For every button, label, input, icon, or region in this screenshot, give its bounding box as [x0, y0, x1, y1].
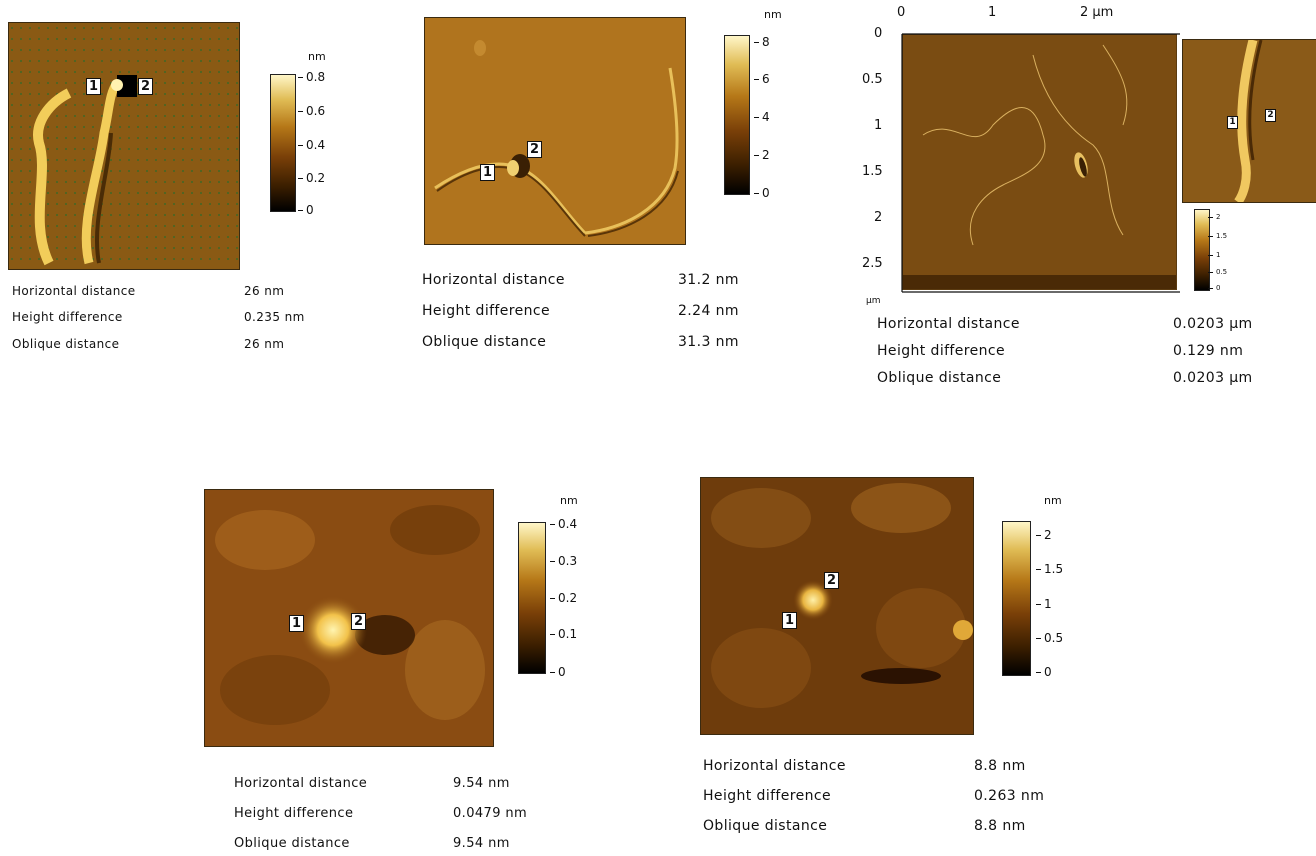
colorbar-tick: 1: [1036, 597, 1052, 611]
colorbar-1: [270, 74, 296, 212]
measurement-value: 9.54 nm: [453, 836, 510, 851]
colorbar-tick: 8: [754, 35, 770, 49]
x-axis-tick: 0: [897, 5, 906, 20]
measurement-value: 31.2 nm: [678, 272, 739, 288]
afm-inset-image: [1182, 39, 1316, 203]
colorbar-tick: 0: [1036, 665, 1052, 679]
colorbar-tick: 0: [550, 665, 566, 679]
marker-2: 2: [1265, 109, 1276, 122]
measurement-label: Height difference: [12, 310, 123, 324]
colorbar-tick: 0.8: [297, 70, 326, 84]
measurement-value: 0.129 nm: [1173, 343, 1244, 359]
y-axis-tick: 0: [874, 26, 883, 41]
colorbar-tick: 0.5: [1035, 631, 1064, 645]
marker-2: 2: [824, 572, 839, 589]
marker-2: 2: [138, 78, 153, 95]
colorbar-5: [1002, 521, 1031, 676]
colorbar-tick: 0.6: [297, 104, 326, 118]
y-axis-tick: 0.5: [862, 72, 883, 87]
colorbar-tick: 0.5: [1207, 268, 1228, 276]
measurement-value: 26 nm: [244, 337, 285, 351]
colorbar-tick: 1.5: [1207, 232, 1228, 240]
marker-1: 1: [1227, 116, 1238, 129]
colorbar-tick: 0.1: [549, 627, 578, 641]
colorbar-unit: nm: [560, 494, 578, 507]
measurement-label: Height difference: [877, 343, 1006, 359]
colorbar-tick: 0: [298, 203, 314, 217]
colorbar-tick: 0: [754, 186, 770, 200]
measurement-value: 0.0203 µm: [1173, 370, 1253, 386]
measurement-label: Horizontal distance: [422, 272, 565, 288]
y-axis-tick: 2.5: [862, 256, 883, 271]
measurement-label: Oblique distance: [703, 818, 828, 834]
colorbar-tick: 0: [1207, 284, 1221, 292]
measurement-label: Oblique distance: [422, 334, 547, 350]
colorbar-2: [724, 35, 750, 195]
colorbar-3: [1194, 209, 1210, 291]
measurement-value: 31.3 nm: [678, 334, 739, 350]
marker-2: 2: [527, 141, 542, 158]
measurement-label: Height difference: [234, 806, 354, 821]
measurement-value: 0.263 nm: [974, 788, 1045, 804]
colorbar-unit: nm: [308, 50, 326, 63]
measurement-value: 0.0479 nm: [453, 806, 528, 821]
marker-1: 1: [782, 612, 797, 629]
measurement-label: Oblique distance: [877, 370, 1002, 386]
colorbar-tick: 2: [754, 148, 770, 162]
y-axis-unit: µm: [866, 296, 881, 306]
afm-image-5: [700, 477, 974, 735]
colorbar-tick: 1: [1207, 251, 1221, 259]
marker-1: 1: [289, 615, 304, 632]
marker-1: 1: [86, 78, 101, 95]
measurement-value: 8.8 nm: [974, 758, 1026, 774]
colorbar-tick: 0.4: [297, 138, 326, 152]
colorbar-unit: nm: [764, 8, 782, 21]
afm-image-3: [902, 34, 1177, 290]
colorbar-tick: 2: [1207, 213, 1221, 221]
measurement-value: 0.235 nm: [244, 310, 305, 324]
measurement-label: Height difference: [422, 303, 551, 319]
colorbar-tick: 0.4: [549, 517, 578, 531]
x-axis-tick: 2 µm: [1080, 5, 1114, 20]
measurement-label: Oblique distance: [12, 337, 120, 351]
colorbar-tick: 6: [754, 72, 770, 86]
measurement-label: Horizontal distance: [877, 316, 1020, 332]
marker-1: 1: [480, 164, 495, 181]
y-axis-tick: 1.5: [862, 164, 883, 179]
measurement-value: 9.54 nm: [453, 776, 510, 791]
colorbar-tick: 0.2: [297, 171, 326, 185]
axis-frame: [901, 33, 1180, 293]
x-axis-tick: 1: [988, 5, 997, 20]
y-axis-tick: 2: [874, 210, 883, 225]
measurement-value: 2.24 nm: [678, 303, 739, 319]
measurement-label: Horizontal distance: [234, 776, 368, 791]
marker-2: 2: [351, 613, 366, 630]
measurement-label: Horizontal distance: [703, 758, 846, 774]
afm-image-4: [204, 489, 494, 747]
measurement-value: 0.0203 µm: [1173, 316, 1253, 332]
measurement-label: Oblique distance: [234, 836, 350, 851]
colorbar-tick: 1.5: [1035, 562, 1064, 576]
measurement-value: 26 nm: [244, 284, 285, 298]
afm-image-2: [424, 17, 686, 245]
colorbar-tick: 0.3: [549, 554, 578, 568]
colorbar-4: [518, 522, 546, 674]
colorbar-tick: 0.2: [549, 591, 578, 605]
y-axis-tick: 1: [874, 118, 883, 133]
colorbar-tick: 4: [754, 110, 770, 124]
measurement-label: Height difference: [703, 788, 832, 804]
measurement-value: 8.8 nm: [974, 818, 1026, 834]
colorbar-tick: 2: [1036, 528, 1052, 542]
colorbar-unit: nm: [1044, 494, 1062, 507]
afm-image-1: [8, 22, 240, 270]
measurement-label: Horizontal distance: [12, 284, 136, 298]
